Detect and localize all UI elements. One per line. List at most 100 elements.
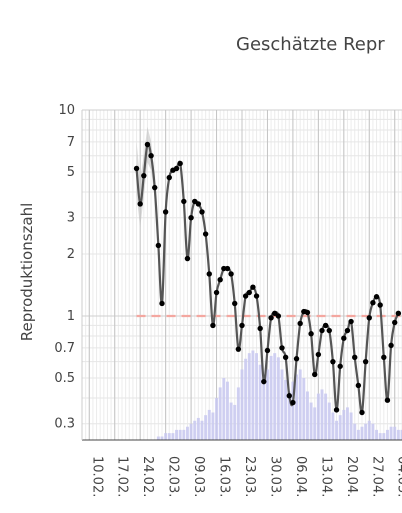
case-bar [320,389,324,440]
y-axis-label: Reproduktionszahl [18,203,36,342]
case-bar [156,436,160,440]
data-point [355,382,362,389]
case-bar [266,369,269,440]
case-bar [396,429,400,440]
case-bar [196,417,200,440]
case-bar [258,364,262,440]
data-point [188,215,194,221]
y-tick-label: 3 [67,211,75,226]
case-bar [244,358,248,440]
case-bar [200,420,204,440]
case-bar [178,429,182,440]
case-bar [298,369,302,440]
data-point [257,325,263,332]
data-point [239,322,245,329]
y-tick-label: 7 [67,135,75,150]
case-bar [287,391,291,440]
data-point [213,289,220,296]
data-point [133,165,140,172]
case-bar [182,429,186,440]
case-bar [360,426,364,440]
data-point [326,327,332,334]
y-tick-label: 2 [67,247,75,262]
data-point [330,358,336,365]
case-bar [389,426,393,440]
case-bar [306,391,309,440]
y-tick-label: 0.7 [54,341,75,356]
case-bar [331,412,335,440]
case-bar [251,350,255,440]
data-point [344,327,351,334]
case-bar [346,407,349,440]
case-bar [353,423,357,440]
case-bar [171,433,175,440]
data-point [141,172,147,179]
case-bar [382,433,386,440]
case-bar [309,402,313,440]
data-point [253,293,260,299]
data-point [224,265,231,272]
r-series-points [133,141,402,416]
data-point [381,354,387,361]
data-point [359,409,365,416]
case-bar [273,353,277,440]
confidence-band-area [136,126,162,308]
data-point [304,309,311,316]
data-point [195,201,202,207]
data-point [210,322,216,329]
data-point [348,318,354,325]
case-bar [313,407,317,440]
data-point [181,198,187,205]
data-point [144,141,151,148]
x-tick-label: 10.02. [89,456,104,497]
data-point [177,160,183,167]
data-point [206,271,212,277]
y-tick-label: 1 [67,309,75,324]
data-point [199,209,205,215]
case-bar [247,353,251,440]
x-tick-label: 17.02. [115,456,130,497]
data-point [250,284,256,290]
data-point [286,393,292,399]
case-bar [236,387,240,440]
y-tick-label: 10 [58,103,75,118]
case-bar [386,429,389,440]
data-point [155,242,162,249]
x-tick-label: 02.03. [166,456,181,497]
data-point [235,346,242,352]
case-bar [295,374,298,440]
data-point [315,351,322,358]
case-bar [255,353,258,440]
case-bar [375,429,378,440]
chart-title: Geschätzte Repr [236,34,385,55]
case-bar [204,415,208,440]
y-tick-label: 5 [67,165,75,180]
case-bar [175,429,178,440]
y-tick-label: 0.5 [54,371,75,386]
data-point [308,331,314,337]
x-tick-label: 09.03. [191,456,206,497]
data-point [232,300,238,307]
case-bar [229,402,233,440]
case-bar [316,393,320,440]
x-tick-labels: 10.02. 17.02. 24.02. 02.03. 09.03. 16.03. 23.0… [89,456,402,497]
x-tick-label: 30.03. [267,456,282,497]
data-point [228,271,234,277]
case-bar [349,412,353,440]
x-tick-label: 20.04. [344,456,359,497]
case-bar [356,429,360,440]
case-bar [233,404,237,440]
case-bar [215,397,218,440]
case-bar [226,381,229,440]
case-bar [400,429,402,440]
x-tick-label: 13.04. [318,456,333,497]
case-bar [291,381,295,440]
data-point [377,302,383,308]
confidence-band [136,126,162,308]
data-point [322,322,329,329]
case-bar [324,393,328,440]
case-bar [160,436,164,440]
case-bar [167,433,171,440]
data-point [152,184,158,191]
case-bar [240,369,244,440]
